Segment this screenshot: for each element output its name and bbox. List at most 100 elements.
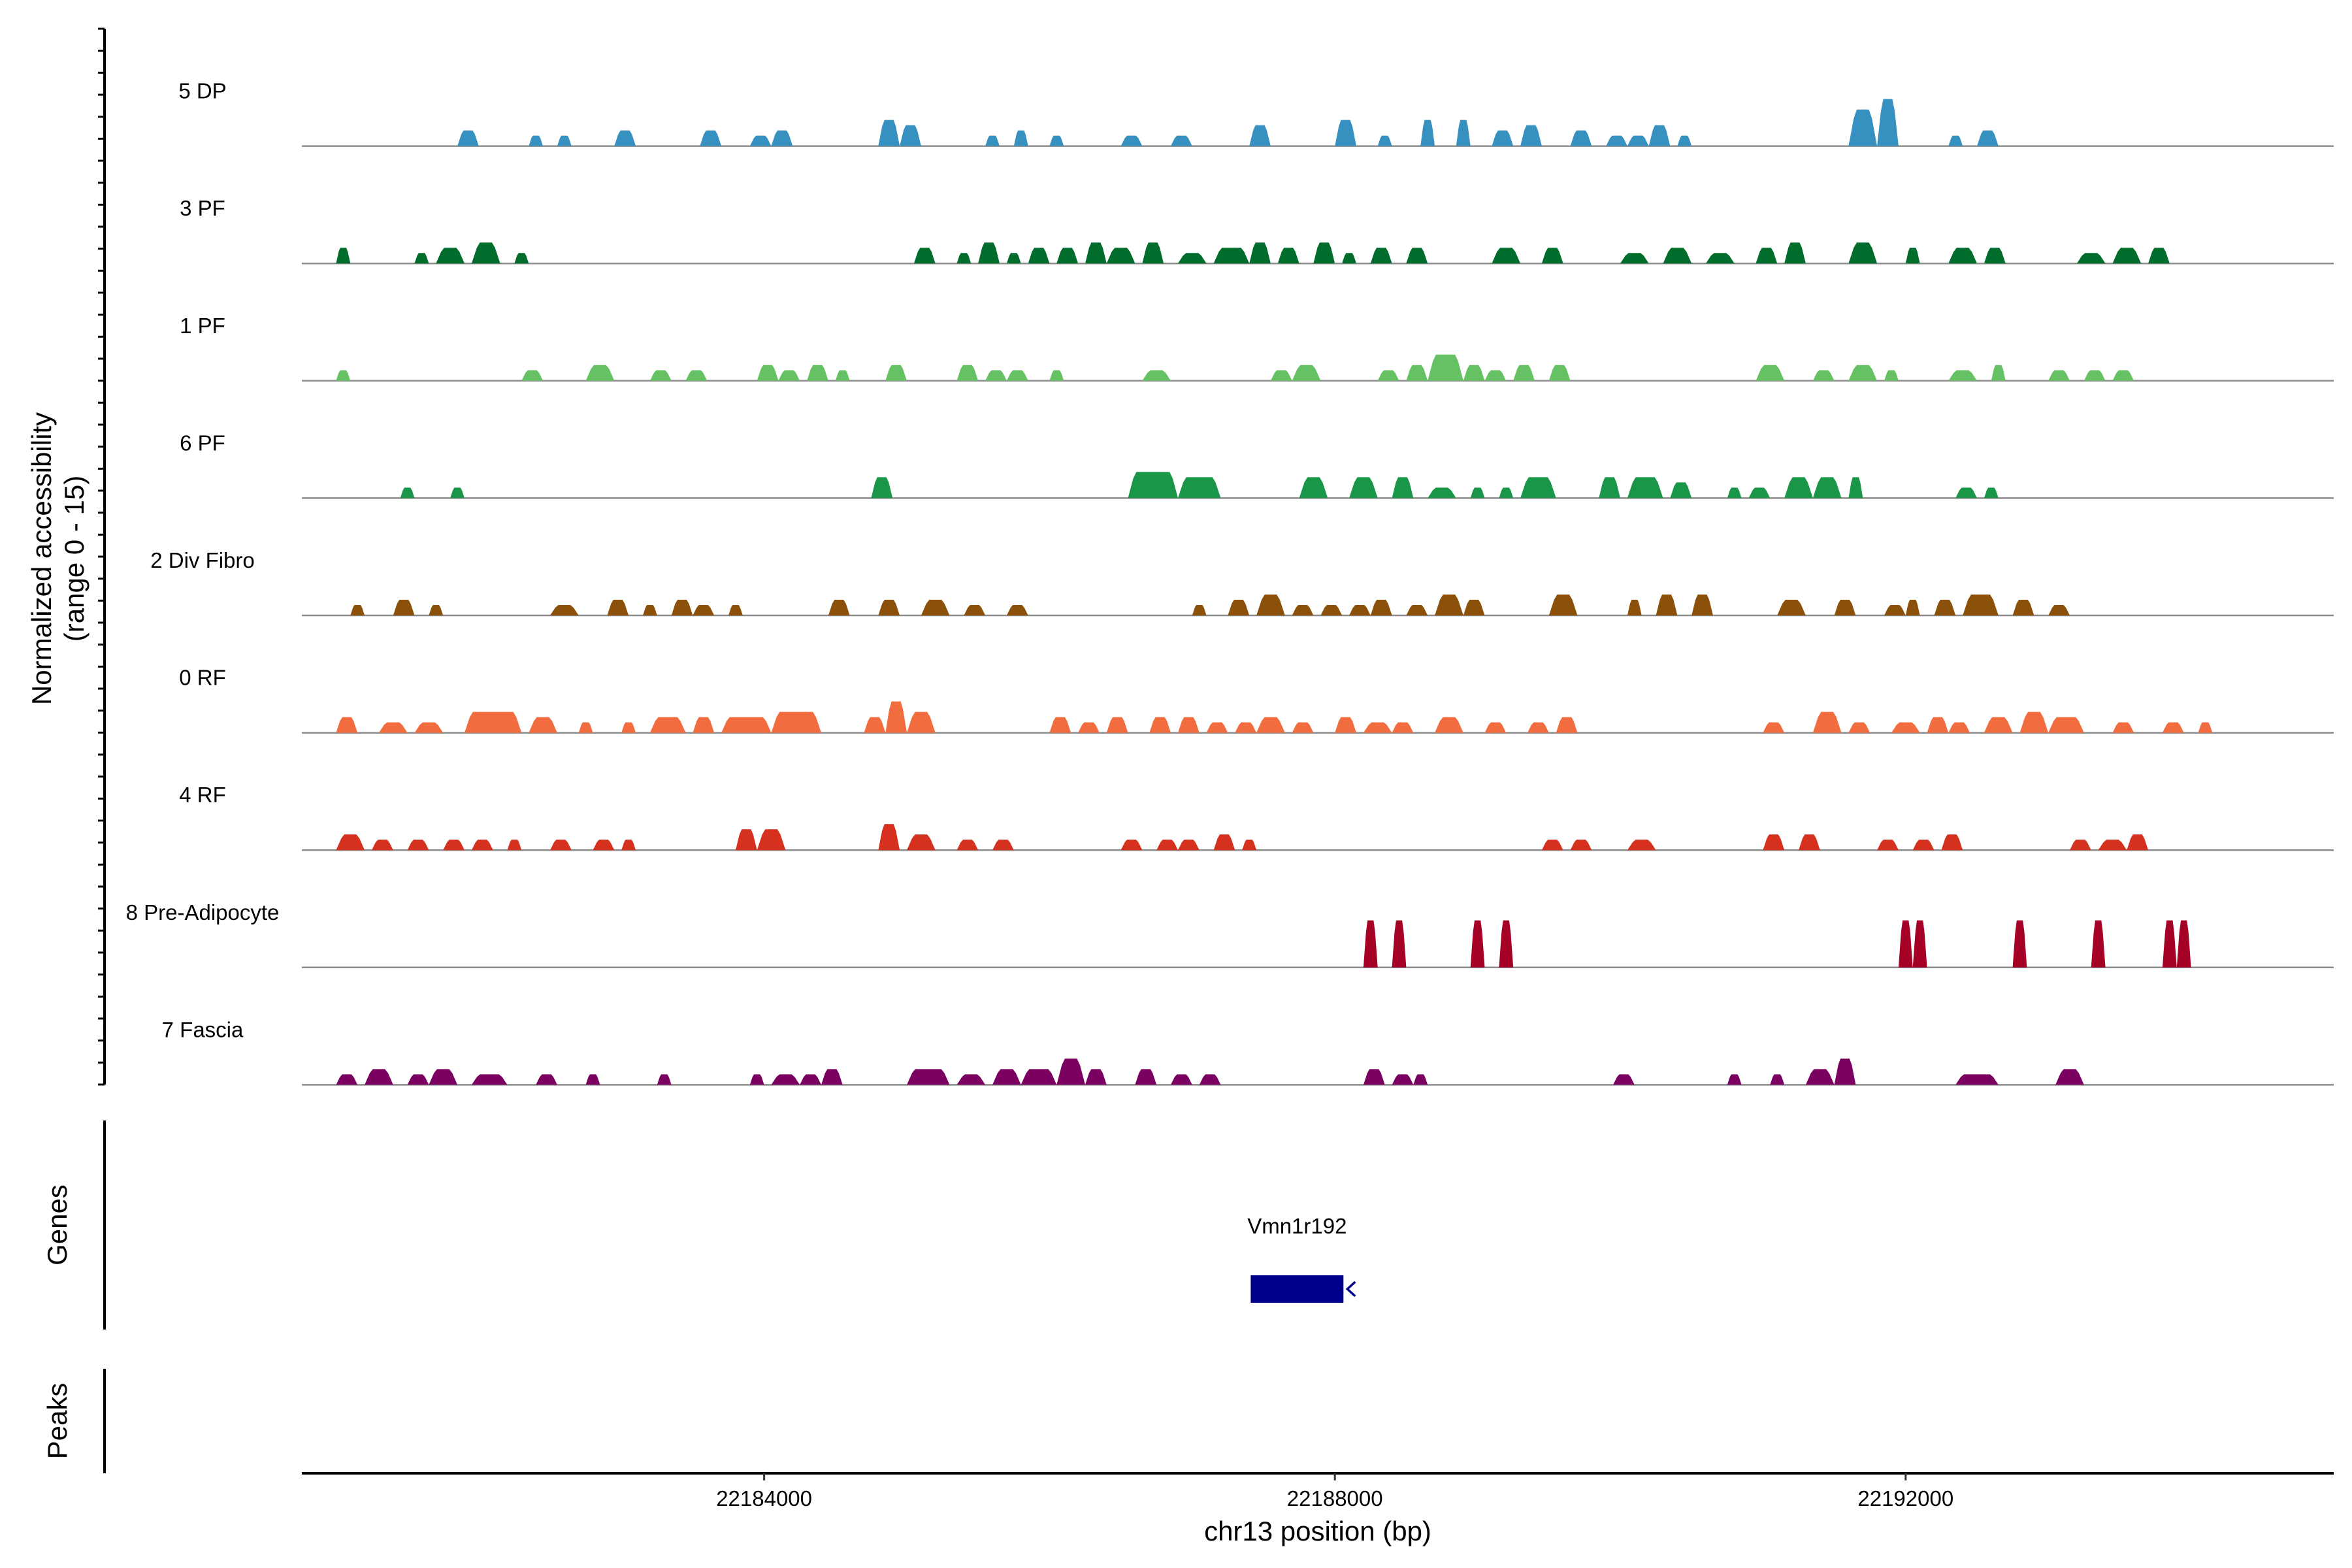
coverage-peak xyxy=(2083,370,2106,381)
coverage-peak xyxy=(985,370,1007,381)
coverage-peak xyxy=(1363,1069,1385,1085)
coverage-peak xyxy=(1848,242,1878,264)
coverage-peak xyxy=(907,834,936,851)
x-tick-label: 22192000 xyxy=(1857,1486,1953,1511)
coverage-peak xyxy=(2112,370,2134,381)
coverage-peak xyxy=(336,834,365,851)
track-0: 5 DP xyxy=(178,79,2334,147)
coverage-peak xyxy=(1912,920,1927,968)
coverage-peak xyxy=(1527,722,1549,733)
coverage-peak xyxy=(900,125,921,146)
coverage-peak xyxy=(1834,600,1856,615)
coverage-peak xyxy=(913,248,936,264)
coverage-peak xyxy=(1021,1069,1057,1085)
coverage-peak xyxy=(771,1074,800,1085)
peaks-panel: Peaks xyxy=(42,1369,106,1473)
coverage-peak xyxy=(2162,920,2177,968)
coverage-peak xyxy=(1627,600,1642,615)
coverage-peak xyxy=(1877,99,1899,146)
coverage-peak xyxy=(1955,487,1977,498)
coverage-peak xyxy=(1006,605,1028,615)
coverage-peak xyxy=(1249,242,1271,264)
coverage-peak xyxy=(585,1074,600,1085)
coverage-peak xyxy=(1763,834,1785,851)
coverage-peak xyxy=(1648,125,1671,146)
coverage-peak xyxy=(2048,717,2084,733)
coverage-peak xyxy=(350,605,365,615)
coverage-peak xyxy=(956,365,979,381)
coverage-peak xyxy=(2127,834,2149,851)
coverage-peak xyxy=(1770,1074,1785,1085)
coverage-peak xyxy=(1948,248,1977,264)
coverage-peak xyxy=(536,1074,557,1085)
coverage-peak xyxy=(1991,365,2006,381)
coverage-peak xyxy=(878,120,900,146)
track-label: 7 Fascia xyxy=(162,1017,244,1041)
coverage-peak xyxy=(1392,477,1414,498)
coverage-peak xyxy=(1299,477,1328,498)
coverage-peak xyxy=(1428,354,1463,381)
coverage-peak xyxy=(1499,920,1514,968)
coverage-peak xyxy=(1106,248,1135,264)
coverage-peak xyxy=(336,717,358,733)
coverage-peak xyxy=(414,253,429,264)
coverage-peak xyxy=(1548,595,1578,615)
x-tick-label: 22188000 xyxy=(1287,1486,1383,1511)
coverage-peak xyxy=(2176,920,2191,968)
coverage-peak xyxy=(1756,365,1785,381)
coverage-peak xyxy=(1955,1074,1999,1085)
coverage-peak xyxy=(1435,595,1463,615)
coverage-peak xyxy=(1777,600,1806,615)
coverage-peak xyxy=(1349,477,1378,498)
coverage-peak xyxy=(557,135,572,146)
coverage-peak xyxy=(1249,125,1271,146)
coverage-peak xyxy=(1941,834,1963,851)
coverage-peak xyxy=(378,722,408,733)
peaks-panel-label: Peaks xyxy=(42,1383,73,1460)
coverage-peak xyxy=(964,605,986,615)
track-label: 2 Div Fibro xyxy=(150,548,255,572)
track-2: 1 PF xyxy=(180,314,2334,382)
coverage-peak xyxy=(907,1069,950,1085)
coverage-peak xyxy=(1178,840,1200,851)
coverage-peak xyxy=(921,600,950,615)
coverage-peak xyxy=(1178,717,1200,733)
coverage-peak xyxy=(735,829,757,851)
coverage-peak xyxy=(393,600,415,615)
track-1: 3 PF xyxy=(180,196,2334,265)
coverage-peak xyxy=(1006,370,1028,381)
coverage-peak xyxy=(1627,135,1649,146)
coverage-peak xyxy=(1977,130,1999,146)
coverage-peak xyxy=(2076,253,2106,264)
coverage-peak xyxy=(507,840,522,851)
coverage-peak xyxy=(2112,722,2134,733)
coverage-peak xyxy=(1670,482,1692,498)
coverage-peak xyxy=(1812,711,1842,733)
coverage-peak xyxy=(1006,253,1021,264)
coverage-peak xyxy=(671,600,693,615)
coverage-peak xyxy=(885,701,907,733)
coverage-peak xyxy=(1392,1074,1414,1085)
coverage-peak xyxy=(1934,600,1956,615)
coverage-peak xyxy=(1884,605,1906,615)
coverage-peak xyxy=(1192,605,1207,615)
coverage-peak xyxy=(1463,365,1485,381)
coverage-peak xyxy=(465,711,522,733)
coverage-peak xyxy=(1848,109,1878,146)
coverage-peak xyxy=(2070,840,2091,851)
coverage-peak xyxy=(1927,717,1949,733)
coverage-peak xyxy=(1891,722,1920,733)
coverage-peak xyxy=(429,605,444,615)
coverage-peak xyxy=(1499,487,1514,498)
track-7: 8 Pre-Adipocyte xyxy=(126,900,2334,969)
coverage-peak xyxy=(1335,120,1356,146)
coverage-peak xyxy=(693,605,715,615)
coverage-peak xyxy=(1484,722,1507,733)
coverage-peak xyxy=(1656,595,1678,615)
coverage-peak xyxy=(471,1074,508,1085)
coverage-peak xyxy=(1984,248,2006,264)
coverage-peak xyxy=(1884,370,1899,381)
coverage-peak xyxy=(2048,605,2070,615)
coverage-peak xyxy=(821,1069,843,1085)
coverage-peak xyxy=(450,487,465,498)
